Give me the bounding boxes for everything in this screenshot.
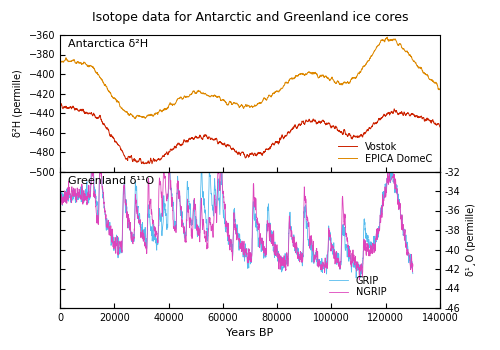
EPICA DomeC (232, 101, 238, 105)
GRIP (359, 265, 365, 270)
GRIP (194, 228, 200, 232)
EPICA DomeC (76, 61, 82, 65)
Line: Vostok: Vostok (60, 104, 440, 164)
Vostok (232, 149, 238, 153)
NGRIP (194, 226, 200, 231)
GRIP (372, 240, 378, 244)
GRIP (64, 191, 70, 195)
NGRIP (372, 245, 378, 250)
NGRIP (254, 221, 260, 225)
Vostok (57, 102, 63, 106)
EPICA DomeC (57, 59, 63, 63)
Vostok (437, 125, 443, 129)
NGRIP (88, 169, 94, 174)
EPICA DomeC (242, 105, 248, 109)
NGRIP (410, 264, 416, 268)
Vostok (58, 102, 64, 106)
NGRIP (344, 238, 350, 242)
NGRIP (57, 191, 63, 195)
GRIP (410, 272, 416, 276)
Legend: Vostok, EPICA DomeC: Vostok, EPICA DomeC (335, 139, 435, 167)
EPICA DomeC (356, 71, 362, 75)
EPICA DomeC (426, 77, 432, 82)
Line: NGRIP: NGRIP (60, 172, 413, 280)
GRIP (57, 191, 63, 195)
Vostok (356, 134, 362, 139)
EPICA DomeC (426, 77, 432, 81)
GRIP (353, 276, 359, 280)
Text: Antarctica δ²H: Antarctica δ²H (68, 39, 148, 49)
X-axis label: Years BP: Years BP (226, 328, 274, 338)
GRIP (88, 169, 94, 174)
Line: GRIP: GRIP (60, 172, 413, 278)
EPICA DomeC (132, 117, 138, 121)
Text: Isotope data for Antarctic and Greenland ice cores: Isotope data for Antarctic and Greenland… (92, 10, 408, 23)
NGRIP (359, 271, 365, 275)
NGRIP (64, 193, 70, 197)
GRIP (344, 253, 350, 257)
Vostok (76, 108, 82, 113)
Vostok (426, 118, 432, 122)
EPICA DomeC (384, 35, 390, 39)
Y-axis label: δ²H (permille): δ²H (permille) (13, 69, 23, 137)
NGRIP (356, 278, 362, 282)
Text: Greenland δ¹¹O: Greenland δ¹¹O (68, 176, 154, 186)
EPICA DomeC (437, 87, 443, 91)
Legend: GRIP, NGRIP: GRIP, NGRIP (326, 273, 390, 300)
Vostok (141, 162, 147, 166)
Vostok (242, 155, 248, 159)
Vostok (426, 118, 432, 122)
Y-axis label: δ¹¸O (permille): δ¹¸O (permille) (466, 203, 476, 276)
Line: EPICA DomeC: EPICA DomeC (60, 37, 440, 119)
GRIP (254, 224, 260, 228)
